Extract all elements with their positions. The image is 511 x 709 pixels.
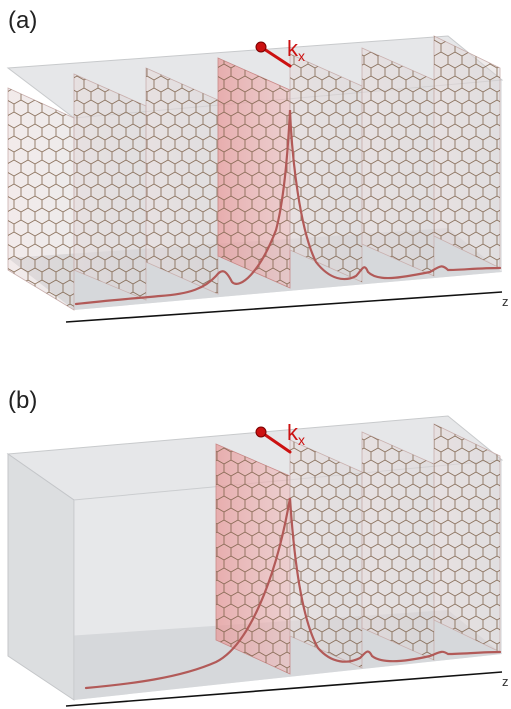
svg-text:kx: kx xyxy=(287,420,305,448)
panel-b-wavevector-arrow xyxy=(259,430,292,454)
panel-b-sheet-4 xyxy=(433,423,501,653)
svg-text:kx: kx xyxy=(287,36,305,64)
panel-b-z-axis xyxy=(65,671,503,707)
panel-b-sheet-2 xyxy=(289,439,363,669)
panel-b-field-profile xyxy=(84,497,502,690)
panel-a-z-label: z xyxy=(502,294,509,309)
panel-a-sheet-2 xyxy=(73,73,147,301)
panel-b-sheets xyxy=(215,423,501,675)
panel-a-label: (a) xyxy=(8,7,37,34)
panel-b: (b) xyxy=(6,387,509,707)
panel-a-sheet-excited xyxy=(217,57,291,289)
panel-a-sheet-3 xyxy=(145,67,219,295)
panel-b-wavevector-subscript: x xyxy=(298,432,305,448)
panel-b-wavevector: kx xyxy=(255,420,305,454)
panel-a-wavevector: kx xyxy=(255,36,305,68)
panel-b-sheet-excited xyxy=(215,443,291,675)
panel-a-sheet-5 xyxy=(289,53,363,283)
panel-b-wavevector-symbol: k xyxy=(287,420,299,445)
panel-b-sheet-3 xyxy=(361,431,435,661)
panel-a-field-profile xyxy=(74,109,502,306)
panel-a-sheet-6 xyxy=(361,47,435,277)
panel-a-sheet-1 xyxy=(7,87,75,311)
panel-a: (a) xyxy=(6,7,509,323)
panel-b-label: (b) xyxy=(8,387,37,414)
panel-a-wavevector-subscript: x xyxy=(298,48,305,64)
panel-a-sheets xyxy=(7,35,501,311)
panel-a-wavevector-arrow xyxy=(259,45,292,68)
panel-a-z-axis xyxy=(65,291,503,323)
panel-a-wavevector-marker-icon xyxy=(255,41,267,53)
panel-b-z-label: z xyxy=(502,674,509,689)
panel-a-wavevector-symbol: k xyxy=(287,36,299,61)
panel-b-wavevector-marker-icon xyxy=(255,426,267,438)
panel-a-sheet-7 xyxy=(433,35,501,269)
